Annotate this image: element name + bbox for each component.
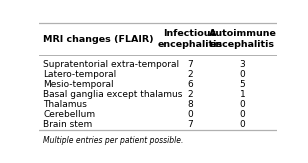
- Text: 0: 0: [240, 70, 245, 79]
- Text: Brain stem: Brain stem: [43, 120, 92, 129]
- Text: 0: 0: [240, 120, 245, 129]
- Text: Basal ganglia except thalamus: Basal ganglia except thalamus: [43, 90, 183, 99]
- Text: 7: 7: [187, 120, 193, 129]
- Text: 6: 6: [187, 80, 193, 89]
- Text: Autoimmune
encephalitis: Autoimmune encephalitis: [209, 29, 277, 49]
- Text: Infectious
encephalitis: Infectious encephalitis: [158, 29, 223, 49]
- Text: 7: 7: [187, 60, 193, 69]
- Text: Latero-temporal: Latero-temporal: [43, 70, 116, 79]
- Text: Thalamus: Thalamus: [43, 100, 87, 109]
- Text: 3: 3: [240, 60, 245, 69]
- Text: 2: 2: [187, 70, 193, 79]
- Text: MRI changes (FLAIR): MRI changes (FLAIR): [43, 35, 154, 44]
- Text: Mesio-temporal: Mesio-temporal: [43, 80, 114, 89]
- Text: Multiple entries per patient possible.: Multiple entries per patient possible.: [43, 136, 184, 145]
- Text: 5: 5: [240, 80, 245, 89]
- Text: 0: 0: [187, 111, 193, 119]
- Text: 0: 0: [240, 111, 245, 119]
- Text: Cerebellum: Cerebellum: [43, 111, 95, 119]
- Text: 0: 0: [240, 100, 245, 109]
- Text: 8: 8: [187, 100, 193, 109]
- Text: 1: 1: [240, 90, 245, 99]
- Text: 2: 2: [187, 90, 193, 99]
- Text: Supratentorial extra-temporal: Supratentorial extra-temporal: [43, 60, 179, 69]
